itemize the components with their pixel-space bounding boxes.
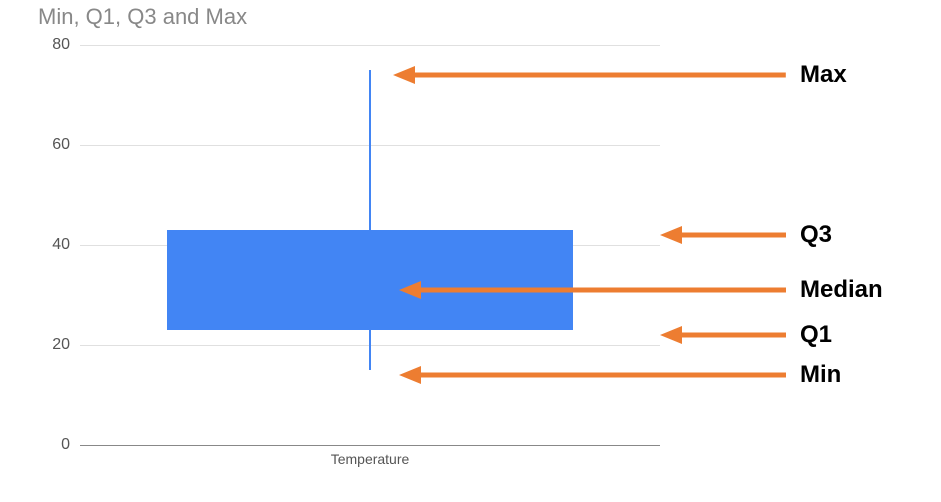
annotation-label-median: Median (800, 276, 883, 304)
arrow-q3-icon (660, 226, 786, 244)
whisker-upper (369, 70, 371, 230)
chart-title: Min, Q1, Q3 and Max (38, 4, 247, 30)
annotation-q3: Q3 (660, 221, 832, 249)
gridline (80, 45, 660, 46)
y-tick-label: 20 (52, 336, 70, 354)
annotation-label-q1: Q1 (800, 321, 832, 349)
y-tick-label: 40 (52, 236, 70, 254)
y-tick-label: 80 (52, 36, 70, 54)
annotation-label-max: Max (800, 61, 847, 89)
whisker-lower (369, 330, 371, 370)
chart-container: { "chart": { "type": "boxplot", "title":… (0, 0, 941, 502)
plot-area: Temperature 020406080 (80, 45, 660, 445)
x-axis-label: Temperature (80, 451, 660, 467)
x-axis-line (80, 445, 660, 446)
annotation-label-q3: Q3 (800, 221, 832, 249)
arrow-q1-icon (660, 326, 786, 344)
annotation-label-min: Min (800, 361, 841, 389)
y-tick-label: 60 (52, 136, 70, 154)
y-tick-label: 0 (61, 436, 70, 454)
annotation-q1: Q1 (660, 321, 832, 349)
box (167, 230, 573, 330)
